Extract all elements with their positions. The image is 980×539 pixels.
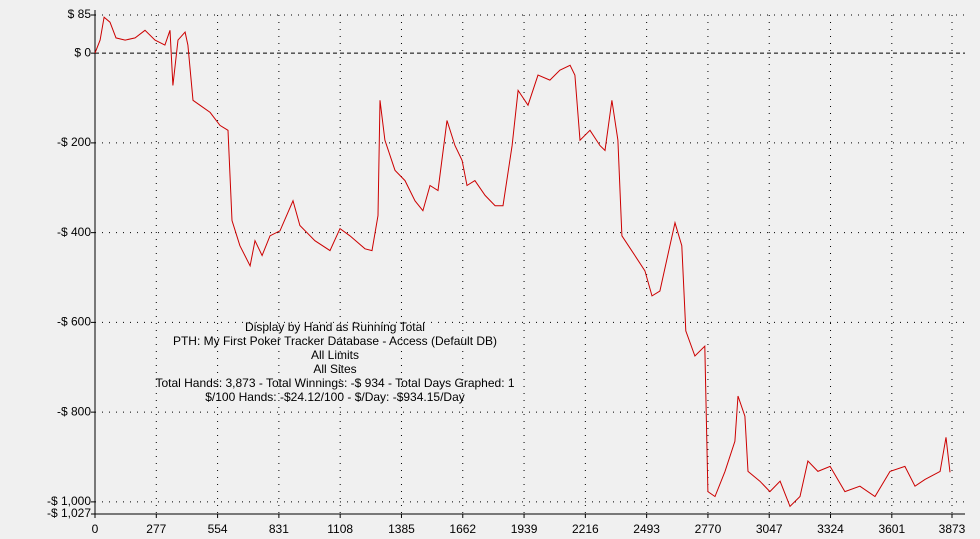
annotation: Display by Hand as Running Total [245, 320, 425, 334]
x-tick-label: 831 [269, 522, 289, 536]
x-tick-label: 2493 [633, 522, 660, 536]
annotation: All Limits [311, 348, 359, 362]
x-tick-label: 1662 [449, 522, 476, 536]
x-tick-label: 1939 [511, 522, 538, 536]
x-tick-label: 3047 [756, 522, 783, 536]
x-tick-label: 2216 [572, 522, 599, 536]
x-tick-label: 1385 [388, 522, 415, 536]
x-tick-label: 554 [208, 522, 228, 536]
x-tick-label: 3324 [817, 522, 844, 536]
annotation: $/100 Hands: -$24.12/100 - $/Day: -$934.… [205, 390, 465, 404]
x-tick-label: 277 [146, 522, 166, 536]
x-tick-label: 1108 [327, 522, 353, 536]
y-tick-label: -$ 200 [57, 135, 91, 149]
y-tick-label: -$ 600 [57, 315, 91, 329]
y-tick-label: -$ 1,000 [47, 494, 91, 508]
annotation: All Sites [313, 362, 356, 376]
y-tick-label: $ 0 [74, 45, 91, 59]
x-tick-label: 3873 [939, 522, 966, 536]
line [94, 16, 951, 508]
annotation: Total Hands: 3,873 - Total Winnings: -$ … [155, 376, 514, 390]
x-tick-label: 2770 [695, 522, 722, 536]
annotation: PTH: My First Poker Tracker Database - A… [173, 334, 497, 348]
y-tick-label: -$ 400 [57, 225, 91, 239]
y-tick-label: -$ 800 [57, 404, 91, 418]
y-tick-label: $ 85 [68, 7, 92, 21]
x-tick-label: 0 [92, 522, 99, 536]
y-tick-label: -$ 1,027 [47, 506, 91, 520]
x-tick-label: 3601 [878, 522, 905, 536]
